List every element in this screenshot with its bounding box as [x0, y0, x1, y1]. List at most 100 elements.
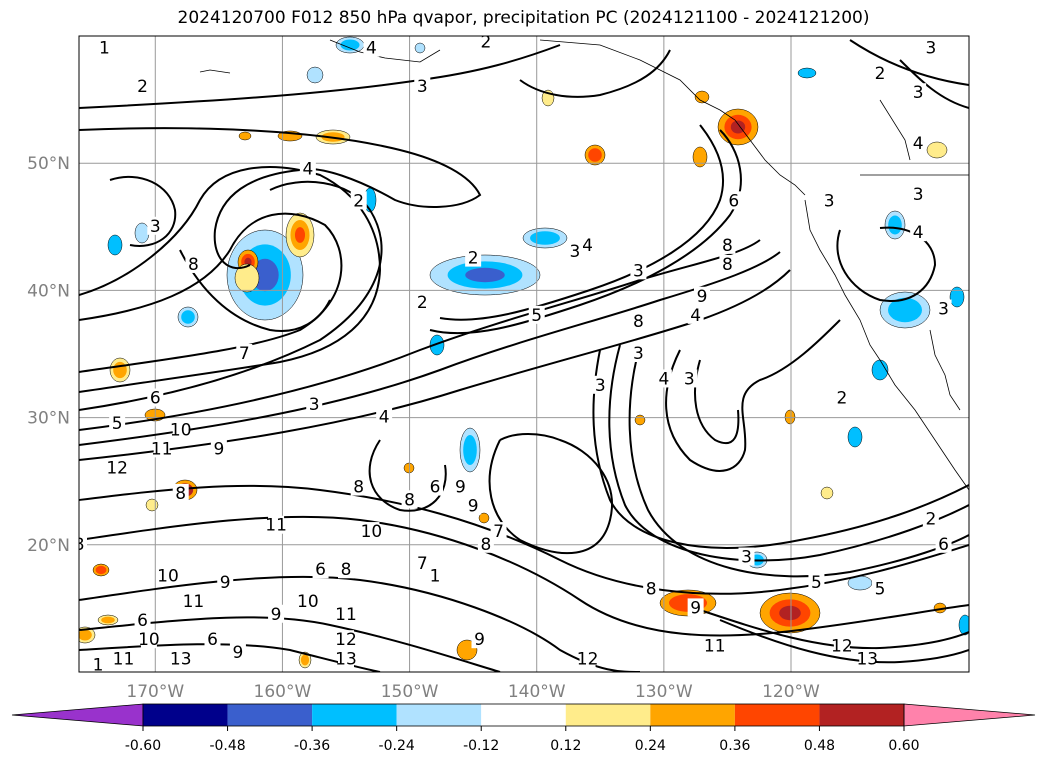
contour-label: 3 — [417, 77, 428, 97]
x-tick-label: 120°W — [762, 682, 820, 702]
precip-cell — [234, 263, 260, 293]
contour-label-bg — [427, 566, 443, 585]
coastline — [879, 99, 911, 161]
contour-label-bg — [414, 293, 431, 312]
precip-cell — [107, 234, 123, 256]
contour-label: 9 — [697, 287, 708, 307]
contour-label: 4 — [913, 134, 924, 154]
contour-label: 3 — [633, 344, 644, 364]
contour-label-bg — [147, 388, 164, 407]
contour-label-bg — [185, 592, 202, 611]
contour-label-bg — [268, 515, 285, 534]
precip-cell — [181, 310, 195, 324]
contour-label-bg — [833, 636, 850, 655]
colorbar-tick-label: 0.36 — [719, 738, 750, 754]
contour-label-bg — [79, 534, 87, 553]
precip-cell — [588, 148, 602, 162]
contour-label-bg — [312, 560, 329, 579]
colorbar-bin — [481, 704, 566, 726]
map-background — [79, 36, 969, 672]
contour-label-bg — [592, 375, 609, 394]
contour-label-bg — [687, 305, 704, 324]
qvapor-contour — [79, 484, 969, 595]
qvapor-contour — [439, 124, 724, 321]
precip-cell — [694, 90, 710, 104]
contour-label: 4 — [366, 39, 377, 59]
precip-cell — [95, 565, 107, 575]
contour-label: 6 — [207, 630, 218, 650]
contour-label-bg — [694, 286, 710, 305]
contour-label-bg — [687, 598, 704, 617]
colorbar-tick-label: -0.36 — [294, 738, 330, 754]
y-axis-ticks: 20°N 30°N 40°N 50°N — [27, 154, 70, 556]
contour-label-bg — [528, 305, 545, 324]
contour-label: 3 — [938, 299, 949, 319]
contour-label: 3 — [741, 548, 752, 568]
precip-cell — [414, 42, 426, 54]
contour-label: 12 — [106, 458, 128, 478]
grid-lines — [79, 36, 969, 672]
contour-label: 3 — [684, 369, 695, 389]
contour-label-bg — [477, 36, 494, 51]
contour-label-bg — [172, 420, 189, 439]
contour-label: 10 — [297, 592, 319, 612]
precip-cell — [306, 66, 324, 84]
qvapor-contour — [488, 433, 613, 555]
contour-label: 6 — [137, 611, 148, 631]
contour-label: 3 — [913, 83, 924, 103]
contour-label: 5 — [531, 306, 542, 326]
coastline — [329, 39, 441, 63]
x-axis-ticks: 170°W 160°W 150°W 140°W 130°W 120°W — [126, 682, 820, 702]
contour-label: 8 — [404, 490, 415, 510]
qvapor-contours — [79, 39, 969, 672]
contour-label-bg — [859, 649, 876, 668]
qvapor-contour — [79, 180, 383, 411]
qvapor-contour — [79, 269, 791, 461]
contour-label-bg — [109, 458, 126, 477]
colorbar-bin — [650, 704, 735, 726]
contour-label-bg — [719, 235, 736, 254]
y-tick-label: 40°N — [27, 281, 70, 301]
contour-label: 7 — [239, 344, 250, 364]
qvapor-contour — [79, 212, 343, 373]
contour-label: 2 — [480, 32, 491, 52]
contour-label-bg — [338, 649, 354, 668]
contour-label: 9 — [220, 573, 231, 593]
contour-label-bg — [350, 191, 367, 210]
contour-label: 6 — [938, 535, 949, 555]
contour-label-bg — [427, 477, 443, 496]
contour-label-bg — [134, 76, 151, 95]
contour-label: 3 — [569, 242, 580, 262]
contour-label: 2 — [137, 77, 148, 97]
qvapor-contour — [109, 175, 177, 247]
qvapor-contour — [79, 44, 561, 109]
contour-label: 9 — [213, 439, 224, 459]
y-tick-label: 30°N — [27, 409, 70, 429]
contour-label-bg — [910, 185, 927, 203]
precip-cell — [79, 629, 92, 641]
contour-label-bg — [96, 38, 113, 57]
coastline — [539, 39, 806, 196]
qvapor-contour — [699, 609, 969, 650]
contour-label: 2 — [925, 509, 936, 529]
contour-label: 8 — [646, 579, 657, 599]
contour-label-bg — [338, 560, 354, 579]
contour-label: 5 — [811, 573, 822, 593]
qvapor-contour — [79, 166, 382, 393]
colorbar-extend-high — [903, 703, 1036, 727]
contour-label-bg — [477, 534, 494, 553]
contour-label-bg — [401, 490, 418, 509]
contour-label: 11 — [335, 605, 357, 625]
contour-label: 8 — [353, 478, 364, 498]
contour-label: 8 — [633, 312, 644, 332]
contour-label-bg — [210, 439, 227, 458]
contour-label: 2 — [875, 64, 886, 84]
x-tick-label: 140°W — [508, 682, 566, 702]
contour-label: 8 — [341, 560, 352, 580]
contour-label-bg — [579, 235, 596, 254]
precip-cell — [784, 409, 796, 425]
contour-label-bg — [566, 242, 583, 261]
contour-label-bg — [153, 439, 170, 458]
